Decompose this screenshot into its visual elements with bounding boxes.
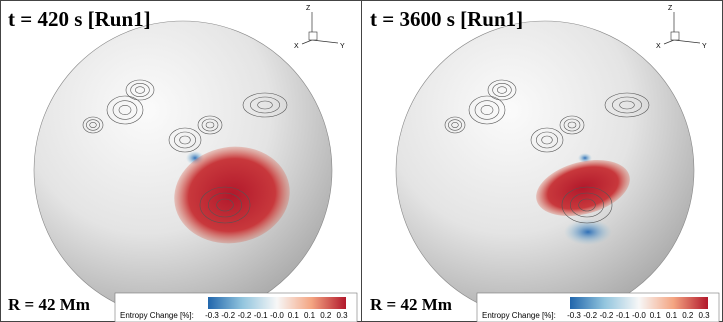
contour [468, 95, 506, 125]
contour [570, 192, 604, 218]
contour [257, 100, 273, 110]
contour [216, 198, 234, 212]
contour [242, 92, 288, 118]
colorbar-tick-label: -0.2 [583, 311, 597, 320]
axis-z-label: Z [306, 5, 311, 12]
colorbar [570, 297, 708, 309]
colorbar-tick-label: -0.2 [221, 311, 235, 320]
contour [174, 131, 196, 149]
contour [541, 135, 553, 145]
contour [130, 83, 150, 97]
axis-y-label: Y [340, 43, 345, 50]
contour [208, 192, 242, 218]
axis-box [670, 31, 680, 41]
axis-x-label: X [294, 43, 299, 50]
contour [559, 115, 585, 135]
contour [612, 96, 642, 114]
contour [89, 122, 97, 128]
radius-label: R = 42 Mm [8, 295, 90, 314]
contour [536, 131, 558, 149]
contour [444, 116, 466, 134]
colorbar-tick-label: 0.1 [304, 311, 316, 320]
axis-y [673, 39, 701, 44]
contour [86, 119, 100, 131]
colorbar-tick-label: 0.2 [682, 311, 694, 320]
negative-region [578, 153, 592, 163]
contour [492, 83, 512, 97]
negative-region [564, 219, 612, 245]
radius-label: R = 42 Mm [370, 295, 452, 314]
colorbar-tick-label: -0.0 [270, 311, 284, 320]
colorbar-label: Entropy Change [%]: [482, 311, 556, 320]
colorbar [208, 297, 346, 309]
colorbar-tick-label: -0.1 [254, 311, 268, 320]
contour [201, 118, 219, 132]
sphere [395, 20, 695, 320]
contour [563, 118, 581, 132]
axis-x [301, 39, 313, 45]
axis-y-label: Y [702, 43, 707, 50]
contour [205, 121, 215, 129]
contour [474, 100, 500, 120]
colorbar-tick-label: 0.1 [650, 311, 662, 320]
colorbar-tick-label: -0.3 [205, 311, 219, 320]
contour [168, 127, 202, 153]
contour [112, 100, 138, 120]
panel: t = 3600 s [Run1] R = 42 Mm Z X Y Entropy Cha… [370, 5, 720, 322]
axis-x-label: X [656, 43, 661, 50]
contour [199, 186, 251, 224]
contour [578, 198, 596, 212]
contour [561, 186, 613, 224]
contour [135, 86, 145, 94]
contour [118, 105, 132, 115]
contour [530, 127, 564, 153]
positive-region [174, 146, 290, 244]
colorbar-tick-label: 0.1 [288, 311, 300, 320]
contour [451, 122, 459, 128]
contour [448, 119, 462, 131]
axis-box [308, 31, 318, 41]
contour [497, 86, 507, 94]
positive-region [536, 159, 630, 217]
colorbar-tick-label: -0.2 [600, 311, 614, 320]
colorbar-tick-label: 0.1 [666, 311, 678, 320]
colorbar-tick-label: -0.0 [632, 311, 646, 320]
contour [487, 79, 517, 101]
sphere [33, 20, 333, 320]
colorbar-tick-label: 0.2 [320, 311, 332, 320]
contour [106, 95, 144, 125]
colorbar-label: Entropy Change [%]: [120, 311, 194, 320]
colorbar-tick-label: -0.3 [567, 311, 581, 320]
panel-title: t = 3600 s [Run1] [370, 7, 523, 31]
contour [604, 92, 650, 118]
contour [619, 100, 635, 110]
contour [480, 105, 494, 115]
colorbar-tick-label: -0.2 [238, 311, 252, 320]
colorbar-tick-label: -0.1 [616, 311, 630, 320]
contour [197, 115, 223, 135]
axis-x [663, 39, 675, 45]
panel-title: t = 420 s [Run1] [8, 7, 151, 31]
contour [179, 135, 191, 145]
axis-y [311, 39, 339, 44]
axis-z-label: Z [668, 5, 673, 12]
contour [250, 96, 280, 114]
contour [567, 121, 577, 129]
colorbar-tick-label: 0.3 [336, 311, 348, 320]
panel: t = 420 s [Run1] R = 42 Mm Z X Y Entropy Chan… [8, 5, 358, 322]
colorbar-tick-label: 0.3 [698, 311, 710, 320]
contour [82, 116, 104, 134]
contour [125, 79, 155, 101]
